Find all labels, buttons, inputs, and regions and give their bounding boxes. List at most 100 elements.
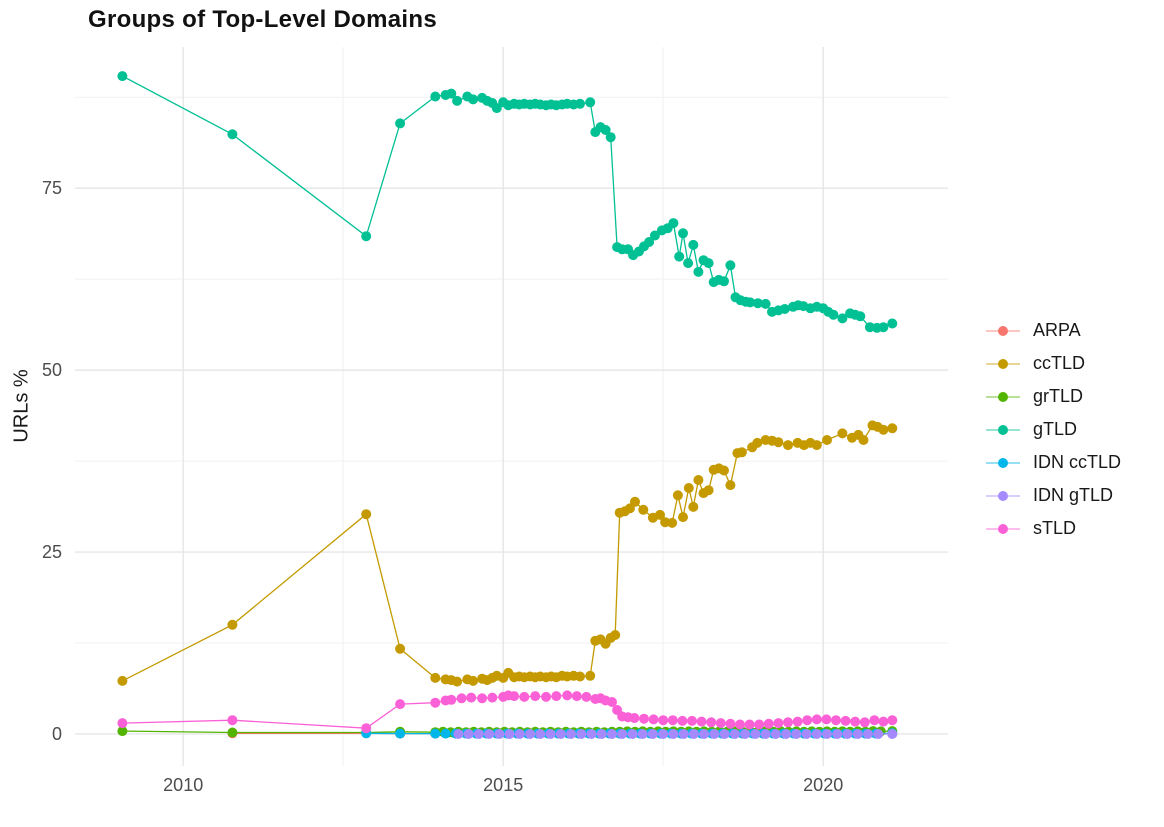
data-point-stld (658, 715, 669, 726)
data-point-cctld (878, 424, 889, 435)
data-point-cctld (783, 440, 793, 451)
data-point-idn-cctld (440, 728, 451, 739)
data-point-gtld (452, 95, 463, 106)
data-point-cctld (887, 423, 898, 434)
data-point-stld (487, 692, 498, 703)
data-point-gtld (878, 322, 889, 333)
data-point-stld (677, 715, 688, 726)
data-point-stld (821, 714, 832, 725)
data-point-stld (763, 718, 774, 729)
data-point-cctld (585, 670, 596, 681)
data-point-gtld (446, 88, 457, 99)
data-point-stld (715, 718, 726, 729)
data-point-idn-gtld (596, 729, 607, 739)
data-point-gtld (779, 304, 790, 314)
data-point-gtld (605, 132, 616, 143)
data-point-idn-gtld (678, 729, 689, 739)
legend: ARPA ccTLD grTLD gTLD IDN ccTLD (985, 314, 1121, 545)
data-point-stld (687, 715, 697, 726)
data-point-gtld (117, 71, 128, 82)
data-point-idn-gtld (668, 729, 679, 739)
data-point-stld (648, 714, 659, 725)
data-point-idn-gtld (514, 729, 525, 739)
legend-item-label: sTLD (1033, 518, 1077, 538)
data-point-cctld (736, 447, 747, 458)
legend-key-icon (986, 391, 1020, 402)
data-point-idn-gtld (647, 729, 658, 739)
data-point-cctld (117, 675, 128, 686)
data-point-cctld (752, 437, 763, 448)
data-point-idn-gtld (453, 729, 464, 739)
data-point-cctld (655, 509, 665, 520)
x-tick-label: 2015 (483, 775, 523, 795)
data-point-gtld (491, 103, 502, 114)
data-point-stld (725, 718, 736, 729)
data-point-idn-cctld (395, 728, 406, 739)
data-point-idn-gtld (832, 729, 843, 739)
data-point-idn-gtld (535, 729, 546, 739)
data-point-idn-gtld (637, 729, 648, 739)
data-point-stld (509, 691, 520, 702)
data-point-cctld (430, 672, 441, 683)
data-point-gtld (828, 309, 839, 320)
legend-key-icon (986, 325, 1020, 336)
data-point-stld (607, 697, 617, 707)
legend-item-idn-cctld: IDN ccTLD (985, 446, 1121, 479)
data-point-cctld (227, 619, 238, 630)
data-point-stld (744, 719, 755, 730)
data-point-grtld (227, 727, 238, 738)
data-point-idn-gtld (887, 729, 898, 739)
data-point-gtld (683, 258, 694, 269)
data-point-idn-gtld (863, 729, 873, 739)
data-point-stld (227, 715, 238, 726)
data-point-gtld (693, 266, 704, 277)
data-point-idn-gtld (699, 729, 710, 739)
data-point-idn-gtld (719, 729, 730, 739)
data-point-cctld (667, 517, 678, 528)
data-point-idn-gtld (801, 729, 812, 739)
data-point-gtld (575, 98, 585, 109)
data-point-cctld (683, 483, 694, 493)
data-point-stld (878, 716, 889, 727)
data-point-gtld (649, 230, 660, 241)
series-idn-gtld (453, 729, 898, 739)
data-point-stld (754, 719, 765, 730)
data-point-stld (811, 714, 822, 725)
data-point-stld (551, 691, 562, 702)
data-point-idn-gtld (760, 729, 771, 739)
series-cctld (117, 420, 898, 687)
data-point-stld (859, 717, 870, 728)
data-point-stld (783, 717, 793, 728)
legend-key-icon (986, 523, 1020, 534)
data-point-cctld (693, 475, 704, 485)
data-point-idn-gtld (750, 729, 761, 739)
data-point-idn-gtld (658, 729, 669, 739)
y-tick-label: 25 (42, 542, 62, 562)
data-point-idn-gtld (525, 729, 536, 739)
legend-key-icon (986, 457, 1020, 468)
legend-item-stld: sTLD (985, 512, 1121, 545)
data-point-cctld (638, 504, 649, 515)
data-point-gtld (227, 129, 238, 140)
data-point-cctld (610, 630, 621, 640)
data-point-cctld (688, 501, 699, 512)
data-point-stld (639, 713, 649, 724)
data-point-gtld (725, 260, 736, 271)
data-point-stld (869, 715, 880, 726)
data-point-cctld (773, 437, 784, 448)
data-point-idn-gtld (607, 729, 617, 739)
data-point-gtld (752, 298, 763, 309)
legend-item-label: ccTLD (1033, 353, 1086, 373)
data-point-stld (530, 691, 541, 702)
data-point-gtld (719, 276, 729, 287)
series-stld (117, 690, 898, 734)
data-point-stld (773, 718, 784, 729)
series-gtld (117, 71, 898, 333)
data-point-stld (541, 691, 552, 702)
data-point-stld (456, 693, 467, 704)
legend-item-arpa: ARPA (985, 314, 1121, 347)
data-point-cctld (811, 440, 822, 451)
data-point-gtld (361, 231, 372, 242)
data-point-stld (850, 716, 861, 727)
